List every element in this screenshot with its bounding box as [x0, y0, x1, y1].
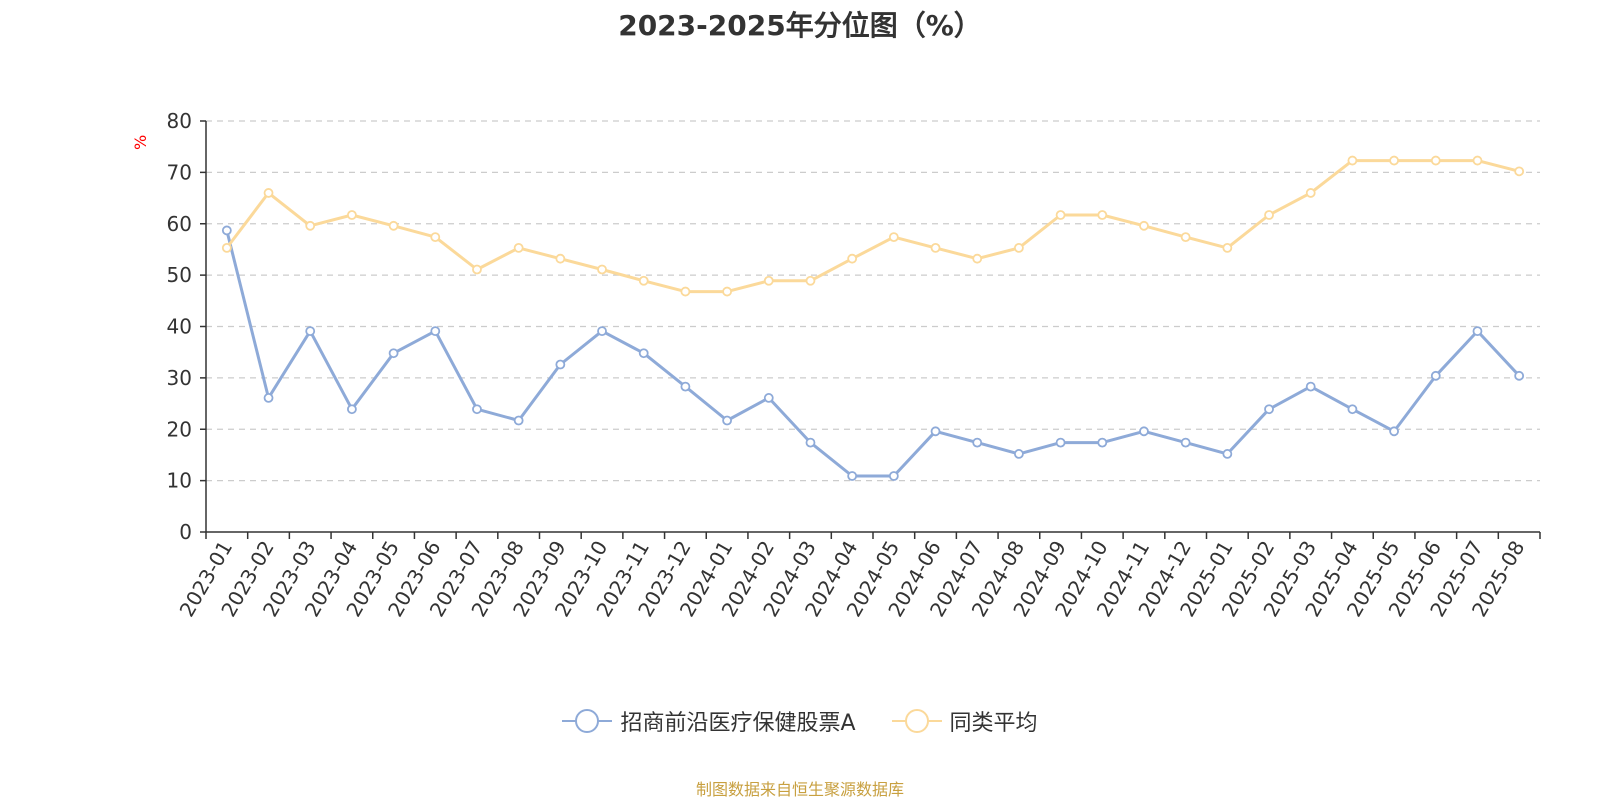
data-point-0: [847, 471, 858, 481]
data-point-1: [638, 275, 649, 286]
data-point-0: [1347, 404, 1358, 415]
legend: 招商前沿医疗保健股票A 同类平均: [0, 705, 1600, 737]
series-line-1: [225, 159, 1520, 294]
data-point-1: [972, 253, 983, 264]
y-tick-label: 30: [167, 366, 192, 390]
data-point-1: [472, 264, 482, 275]
data-point-0: [347, 404, 357, 415]
data-point-1: [305, 220, 316, 231]
data-point-1: [1097, 210, 1108, 220]
data-point-0: [722, 415, 732, 426]
data-point-1: [1222, 242, 1233, 253]
legend-item-fund[interactable]: 招商前沿医疗保健股票A: [562, 705, 856, 737]
data-point-1: [1055, 210, 1066, 220]
data-point-1: [1264, 210, 1274, 220]
data-point-1: [805, 275, 816, 286]
data-point-1: [1014, 242, 1024, 253]
data-point-1: [597, 264, 607, 275]
data-point-0: [1305, 381, 1316, 392]
data-point-0: [597, 326, 607, 337]
data-point-0: [305, 326, 316, 337]
data-point-1: [930, 242, 941, 253]
data-point-1: [430, 232, 441, 243]
data-point-0: [1097, 437, 1108, 448]
data-point-0: [1222, 449, 1233, 459]
legend-label-peer-average: 同类平均: [949, 711, 1038, 736]
legend-swatch-fund: [562, 708, 613, 734]
data-point-1: [263, 188, 274, 198]
data-point-0: [388, 348, 399, 359]
data-point-0: [1264, 404, 1274, 415]
data-point-0: [1389, 426, 1399, 437]
data-point-1: [221, 242, 232, 253]
data-point-1: [347, 210, 357, 220]
data-point-0: [1055, 437, 1066, 448]
data-point-0: [930, 426, 941, 437]
data-point-1: [763, 275, 774, 286]
data-point-0: [1180, 437, 1191, 448]
y-tick-label: 60: [167, 212, 192, 236]
data-point-0: [638, 348, 649, 359]
data-point-0: [555, 359, 566, 370]
legend-swatch-peer-average: [891, 708, 942, 734]
chart-title: 2023-2025年分位图（%）: [618, 9, 982, 42]
data-source-note: 制图数据来自恒生聚源数据库: [695, 780, 904, 799]
data-point-1: [847, 253, 858, 264]
data-point-1: [1180, 232, 1191, 243]
data-point-1: [1389, 155, 1399, 166]
data-point-0: [263, 393, 274, 403]
data-point-0: [513, 415, 524, 426]
y-tick-label: 40: [167, 315, 192, 339]
data-point-0: [1430, 370, 1441, 381]
data-point-1: [1472, 155, 1483, 166]
data-point-1: [1514, 166, 1525, 177]
data-point-0: [1139, 426, 1149, 437]
data-point-0: [1514, 370, 1525, 381]
data-point-1: [388, 220, 399, 231]
data-point-0: [430, 326, 441, 337]
data-point-0: [472, 404, 482, 415]
data-point-1: [513, 242, 524, 253]
data-point-1: [555, 253, 566, 264]
y-tick-label: 70: [167, 160, 192, 184]
legend-label-fund: 招商前沿医疗保健股票A: [620, 711, 856, 736]
data-point-0: [680, 381, 691, 392]
data-point-1: [1139, 220, 1149, 231]
data-point-1: [1430, 155, 1441, 166]
data-point-1: [1347, 155, 1358, 166]
data-point-0: [1472, 326, 1483, 337]
data-point-0: [972, 437, 983, 448]
data-point-0: [888, 471, 899, 481]
legend-item-peer-average[interactable]: 同类平均: [891, 705, 1038, 737]
y-tick-label: 20: [167, 417, 192, 441]
data-point-0: [763, 393, 774, 403]
y-tick-label: 50: [167, 263, 192, 287]
data-point-1: [680, 286, 691, 297]
data-point-1: [888, 232, 899, 243]
y-tick-label: 10: [167, 469, 192, 493]
data-point-0: [221, 225, 232, 236]
data-point-0: [1014, 449, 1024, 459]
data-point-1: [722, 286, 732, 297]
y-tick-label: 80: [167, 109, 192, 133]
y-tick-label: 0: [179, 520, 192, 544]
data-point-0: [805, 437, 816, 448]
data-point-1: [1305, 188, 1316, 198]
series-line-0: [225, 230, 1521, 478]
